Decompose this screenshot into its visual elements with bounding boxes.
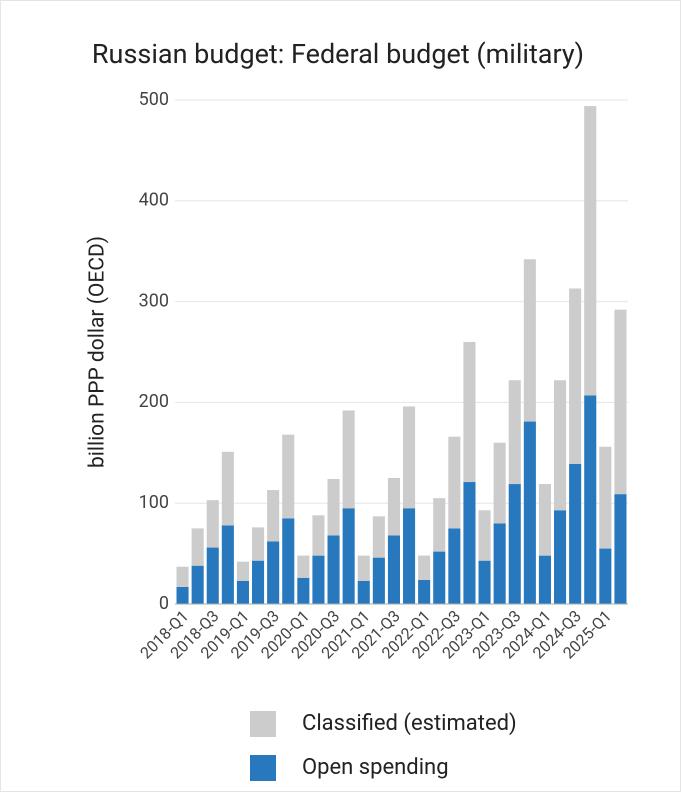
bar xyxy=(584,106,597,396)
bar xyxy=(403,406,416,509)
y-tick-label: 100 xyxy=(139,492,169,513)
legend-swatch xyxy=(250,755,276,781)
bar xyxy=(493,523,506,604)
legend-label: Open spending xyxy=(302,755,449,780)
bar xyxy=(191,528,204,566)
bar xyxy=(554,380,567,511)
y-axis-label: billion PPP dollar (OECD) xyxy=(86,236,110,468)
bar xyxy=(252,560,265,604)
bar xyxy=(418,555,431,580)
bar xyxy=(569,288,582,464)
chart-title: Russian budget: Federal budget (military… xyxy=(92,38,584,70)
bar xyxy=(463,482,476,604)
bar xyxy=(508,380,521,485)
bar xyxy=(221,451,234,526)
bar xyxy=(554,510,567,604)
bar xyxy=(327,535,340,604)
bar xyxy=(614,494,627,604)
bar xyxy=(176,566,189,587)
y-tick-label: 0 xyxy=(159,593,169,614)
bar xyxy=(584,395,597,604)
bar xyxy=(191,565,204,604)
bar xyxy=(599,446,612,549)
bar xyxy=(448,436,461,529)
y-tick-label: 400 xyxy=(139,190,169,211)
bar xyxy=(312,515,325,556)
bar xyxy=(297,577,310,604)
bar xyxy=(282,518,295,604)
bar xyxy=(538,484,551,556)
bar xyxy=(478,510,491,561)
bar xyxy=(463,341,476,483)
legend-label: Classified (estimated) xyxy=(302,711,517,736)
y-tick-label: 500 xyxy=(139,89,169,110)
bar xyxy=(508,484,521,604)
bar xyxy=(478,560,491,604)
y-tick-label: 300 xyxy=(139,290,169,311)
bar xyxy=(236,561,249,581)
bar xyxy=(267,490,280,542)
bar xyxy=(221,525,234,604)
bar xyxy=(418,579,431,604)
bar xyxy=(433,498,446,552)
bar xyxy=(614,309,627,495)
bar xyxy=(523,421,536,604)
bar xyxy=(523,259,536,422)
bar xyxy=(206,547,219,604)
bar xyxy=(342,410,355,509)
bar xyxy=(282,434,295,519)
bar xyxy=(342,508,355,604)
bar xyxy=(357,580,370,604)
bar xyxy=(327,479,340,536)
bar xyxy=(297,555,310,578)
bar xyxy=(252,527,265,561)
bar xyxy=(538,555,551,604)
bar xyxy=(387,478,400,536)
bar xyxy=(312,555,325,604)
bar xyxy=(569,463,582,604)
bar xyxy=(267,541,280,604)
bar xyxy=(236,580,249,604)
bar xyxy=(372,516,385,558)
bar xyxy=(433,551,446,604)
bar xyxy=(448,528,461,604)
legend-swatch xyxy=(250,711,276,737)
bar xyxy=(372,557,385,604)
bar xyxy=(403,508,416,604)
bar xyxy=(357,555,370,581)
bar xyxy=(493,442,506,524)
bar xyxy=(599,548,612,604)
bar xyxy=(176,586,189,604)
bar xyxy=(387,535,400,604)
y-tick-label: 200 xyxy=(139,391,169,412)
bar xyxy=(206,500,219,548)
